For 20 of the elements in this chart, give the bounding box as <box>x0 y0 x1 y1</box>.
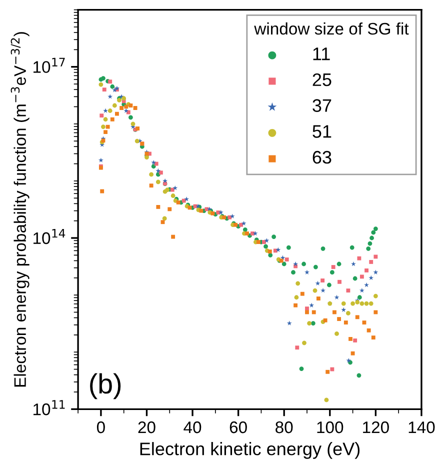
x-tick-label: 40 <box>184 421 202 434</box>
y-tick-label: 10$^{14}$ <box>34 229 66 244</box>
legend-label: 11 <box>313 48 330 60</box>
y-tick-label: 10$^{17}$ <box>34 58 65 73</box>
x-tick-label: 60 <box>230 421 247 434</box>
x-tick-label: 20 <box>138 421 156 434</box>
x-tick-label: 80 <box>276 421 293 434</box>
x-tick-label: 0 <box>96 421 105 434</box>
y-axis-title: Electron energy probability function (m$^{−3}$eV$^{−3/2}$) <box>10 32 30 387</box>
legend-label: 51 <box>312 125 332 138</box>
x-tick-label: 140 <box>408 421 435 434</box>
legend-label: 37 <box>312 99 332 112</box>
y-tick-label: 10$^{11}$ <box>34 400 65 416</box>
legend-label: 63 <box>312 150 332 164</box>
legend-title: window size of SG fit <box>254 22 409 35</box>
annotation: (b) <box>90 373 121 400</box>
x-axis-title: Electron kinetic energy (eV) <box>140 442 360 459</box>
legend-label: 25 <box>312 73 332 86</box>
x-tick-label: 120 <box>363 421 389 434</box>
x-tick-label: 100 <box>317 421 344 434</box>
